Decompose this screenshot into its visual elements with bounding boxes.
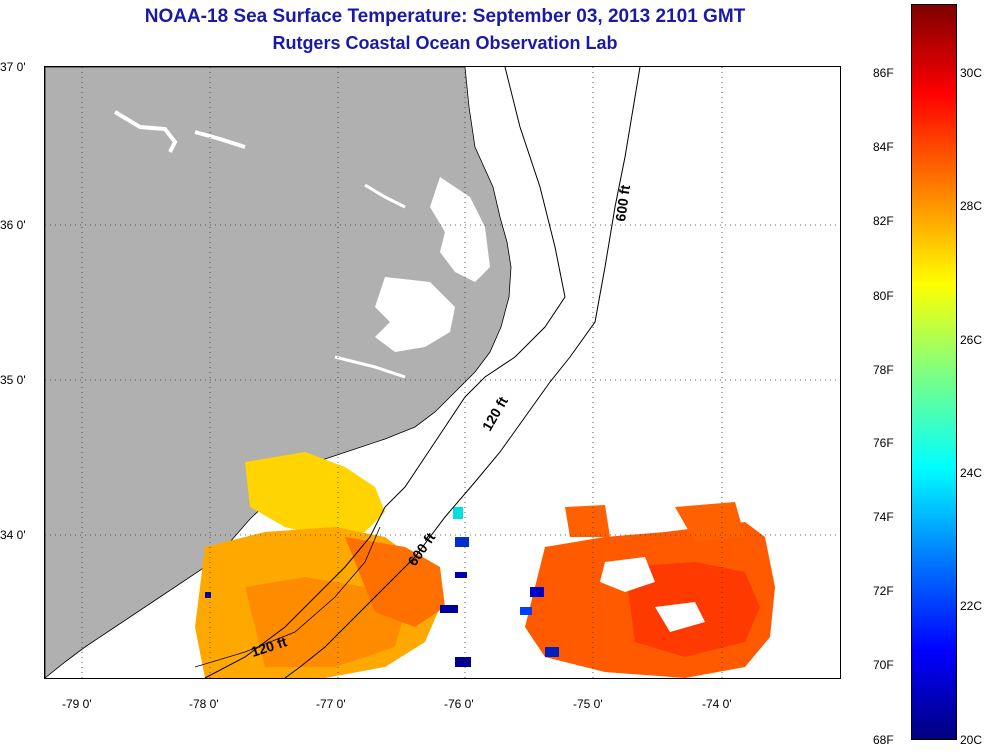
sound-water-south [375, 277, 455, 352]
contour-120ft [204, 67, 566, 678]
colorbar-label-f: 68F [873, 733, 894, 747]
lat-label-36: 36 0' [0, 218, 26, 232]
colorbar-label-f: 82F [873, 214, 894, 228]
colorbar-label-c: 20C [960, 733, 983, 747]
colorbar-label-f: 74F [873, 510, 894, 524]
contour-120ft-inner [194, 526, 381, 668]
colorbar-label-c: 26C [960, 333, 983, 347]
lon-label-78: -78 0' [189, 697, 219, 711]
lon-label-75: -75 0' [573, 697, 603, 711]
lat-label-35: 35 0' [0, 373, 26, 387]
river [113, 110, 178, 153]
sst-cold-spots [205, 507, 559, 667]
lat-label-34: 34 0' [0, 528, 26, 542]
colorbar-label-c: 22C [960, 599, 983, 613]
lon-label-76: -76 0' [444, 697, 474, 711]
colorbar-label-f: 72F [873, 584, 894, 598]
colorbar-label-c: 30C [960, 66, 983, 80]
map-subtitle: Rutgers Coastal Ocean Observation Lab [272, 33, 618, 53]
river [364, 183, 406, 209]
map-canvas: 600 ft 120 ft 600 ft 120 ft [45, 67, 840, 678]
lon-label-77: -77 0' [316, 697, 346, 711]
colorbar-label-f: 76F [873, 436, 894, 450]
graticule [45, 67, 840, 678]
lat-label-37: 37 0' [0, 60, 26, 74]
contour-label-600ft-south: 600 ft [404, 529, 438, 568]
river [194, 130, 246, 149]
land-mass [45, 67, 512, 678]
colorbar-label-f: 80F [873, 289, 894, 303]
sound-water [430, 177, 490, 282]
colorbar-label-f: 70F [873, 658, 894, 672]
lon-label-74: -74 0' [702, 697, 732, 711]
colorbar-label-f: 86F [873, 66, 894, 80]
colorbar-label-c: 28C [960, 199, 983, 213]
river [334, 355, 406, 379]
sst-map: 600 ft 120 ft 600 ft 120 ft [44, 66, 841, 679]
map-title: NOAA-18 Sea Surface Temperature: Septemb… [144, 6, 746, 27]
sst-offshore [525, 502, 775, 678]
lon-label-79: -79 0' [62, 697, 92, 711]
contour-600ft [284, 67, 641, 678]
sst-near-shore [195, 452, 445, 678]
temperature-colorbar [911, 4, 957, 740]
colorbar-label-f: 84F [873, 140, 894, 154]
contour-label-120ft-mid: 120 ft [479, 394, 511, 434]
colorbar-label-f: 78F [873, 363, 894, 377]
contour-label-600ft-north: 600 ft [612, 184, 633, 223]
colorbar-label-c: 24C [960, 466, 983, 480]
